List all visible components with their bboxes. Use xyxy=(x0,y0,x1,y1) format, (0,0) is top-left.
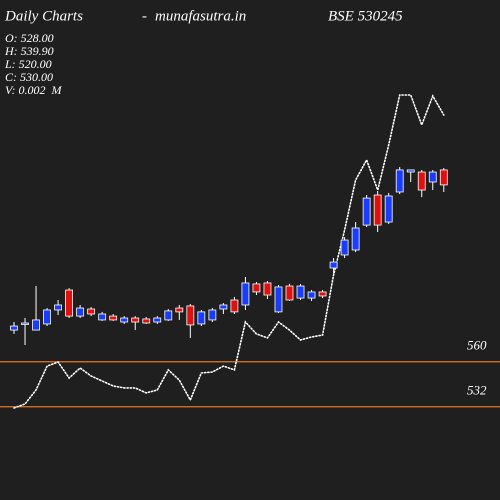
candle-body xyxy=(142,318,151,324)
chart-title: munafasutra.in xyxy=(155,8,246,24)
candle-body xyxy=(76,307,85,317)
dotted-line xyxy=(13,94,445,409)
candle-body xyxy=(98,313,107,321)
candle-body xyxy=(340,239,349,256)
candle-body xyxy=(219,304,228,310)
candle-body xyxy=(351,227,360,251)
candle-body xyxy=(197,311,206,325)
candle-body xyxy=(164,310,173,321)
candle-body xyxy=(373,194,382,226)
chart-title: Daily Charts xyxy=(4,8,83,24)
candle-body xyxy=(329,261,338,269)
candle-body xyxy=(10,325,18,331)
candle-body xyxy=(65,289,73,317)
candle-body xyxy=(285,285,294,301)
candle-body xyxy=(186,305,195,326)
ohlc-info: C: 530.00 xyxy=(5,70,53,84)
candle-body xyxy=(109,315,118,321)
candle-body xyxy=(43,309,51,325)
candle-body xyxy=(175,307,184,313)
ohlc-info: V: 0.002 M xyxy=(5,83,63,97)
candle-body xyxy=(87,308,96,315)
ohlc-info: L: 520.00 xyxy=(4,57,52,71)
candle-body xyxy=(428,171,437,183)
candle-body xyxy=(384,195,393,223)
candle-body xyxy=(32,319,40,331)
candle-body xyxy=(54,304,62,311)
chart-title: - xyxy=(142,8,147,24)
candle-body xyxy=(241,282,250,306)
candle-body xyxy=(153,317,162,323)
candle-body xyxy=(230,299,239,313)
level-label: 560 xyxy=(467,338,487,353)
candle-body xyxy=(274,286,283,313)
candle-body xyxy=(318,291,327,297)
candle-body xyxy=(362,197,371,226)
candle-body xyxy=(263,282,272,296)
candle-body xyxy=(131,317,140,323)
candle-body xyxy=(252,283,261,293)
candle-body xyxy=(395,169,404,193)
ohlc-info: O: 528.00 xyxy=(5,31,54,45)
candle-body xyxy=(406,169,415,173)
candle-body xyxy=(208,309,217,321)
level-label: 532 xyxy=(467,383,487,398)
chart-title: BSE 530245 xyxy=(328,8,403,24)
candle-body xyxy=(439,169,448,186)
candle-body xyxy=(296,285,305,299)
candle-body xyxy=(307,291,316,299)
candle-body xyxy=(21,322,29,325)
ohlc-info: H: 539.90 xyxy=(4,44,54,58)
candle-body xyxy=(417,171,426,191)
candle-body xyxy=(120,317,129,323)
